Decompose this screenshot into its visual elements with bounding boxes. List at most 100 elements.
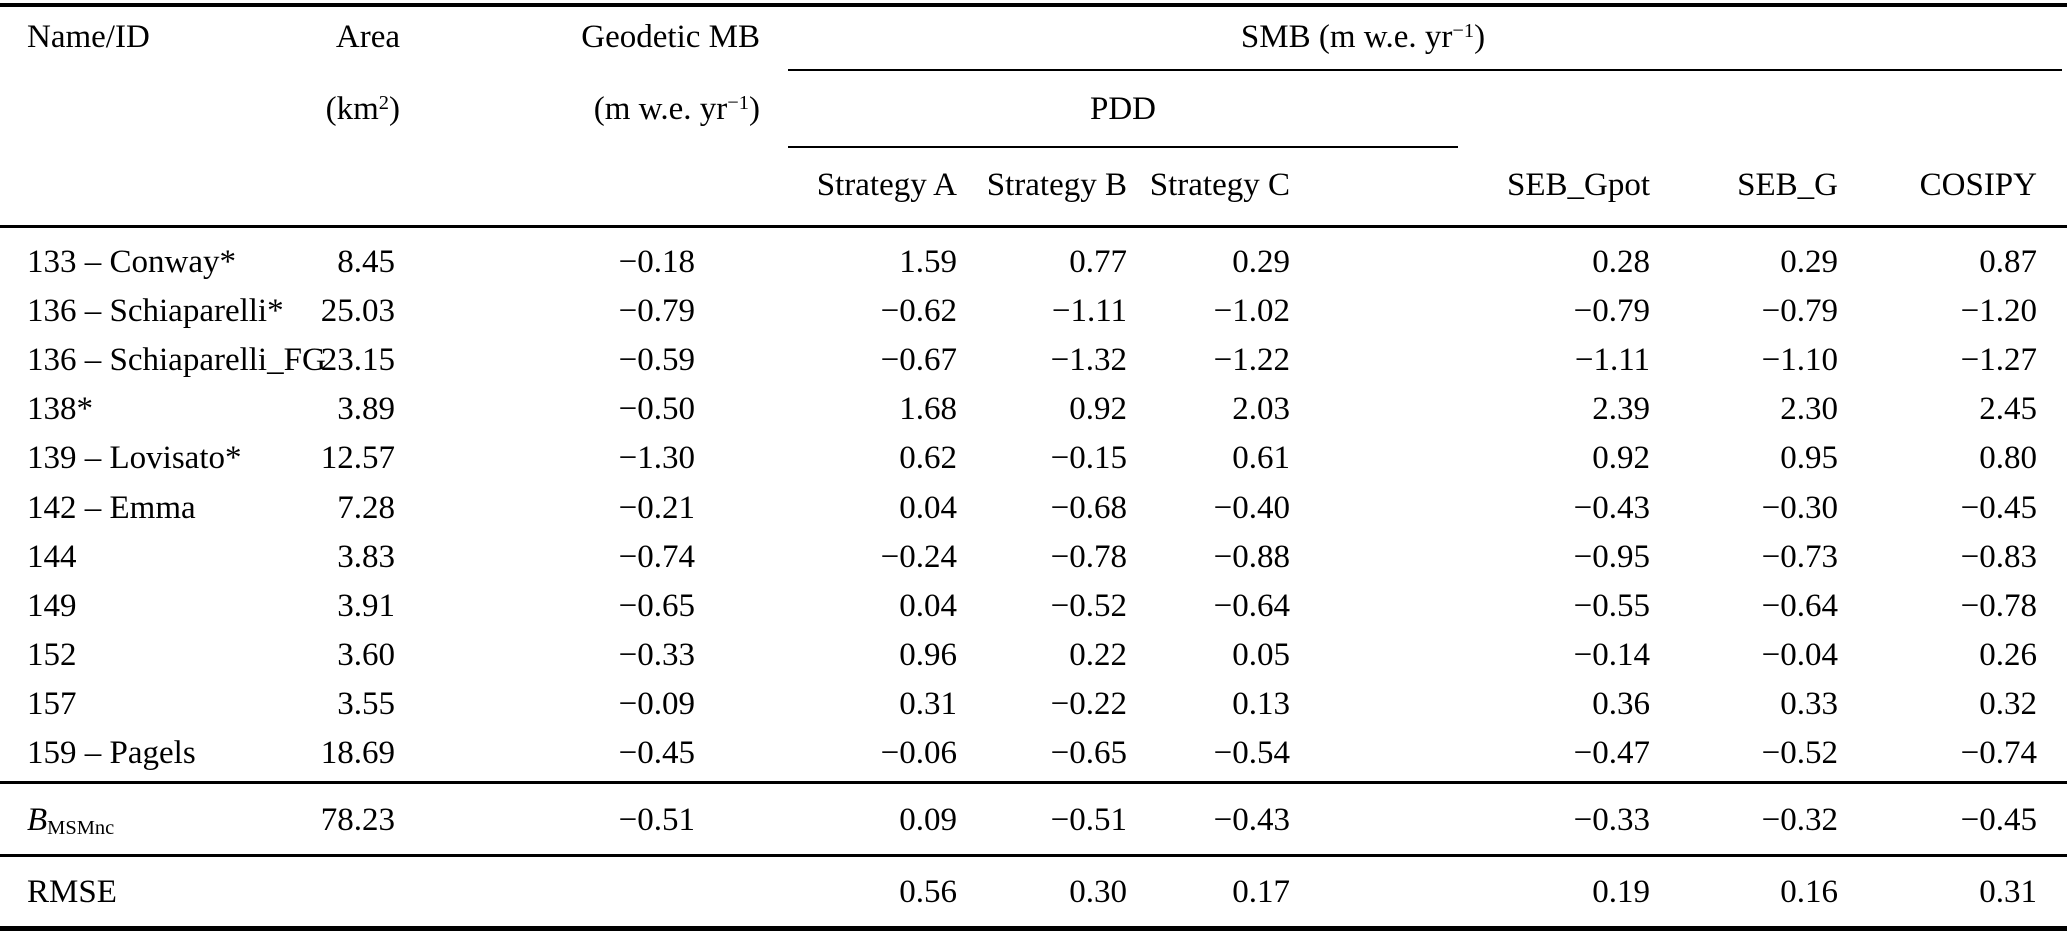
area-value: 3.55 [337, 686, 395, 722]
cosipy-value: −0.74 [1960, 735, 2037, 771]
strategy-b-value: −0.15 [1050, 440, 1127, 476]
area-unit-post: ) [389, 91, 400, 127]
geodetic-unit-pre: (m w.e. yr [593, 91, 728, 127]
strategy-b-value: −0.68 [1050, 490, 1127, 526]
strategy-a-value: 0.04 [899, 588, 957, 624]
rmse-strategy-c-value: 0.17 [1232, 874, 1290, 910]
header-row-1: Name/ID Area Geodetic MB SMB (m w.e. yr−… [0, 16, 2067, 58]
rmse-strategy-b-value: 0.30 [1069, 874, 1127, 910]
area-value: 18.69 [320, 735, 395, 771]
area-unit-pre: (km [325, 91, 379, 127]
seb-g-value: −0.04 [1761, 637, 1838, 673]
area-value: 3.60 [337, 637, 395, 673]
strategy-c-value: 2.03 [1232, 391, 1290, 427]
col-header-geodetic-mb: Geodetic MB [581, 19, 760, 55]
strategy-b-value: 0.92 [1069, 391, 1127, 427]
seb-gpot-value: −0.95 [1573, 539, 1650, 575]
strategy-a-value: −0.62 [880, 293, 957, 329]
smb-unit-post: ) [1474, 19, 1486, 55]
strategy-c-value: 0.61 [1232, 440, 1290, 476]
seb-gpot-value: 2.39 [1592, 391, 1650, 427]
summary-area-value: 78.23 [320, 802, 395, 838]
seb-gpot-value: −0.79 [1573, 293, 1650, 329]
seb-gpot-value: −0.55 [1573, 588, 1650, 624]
geodetic-mb-value: −0.65 [618, 588, 695, 624]
cosipy-value: −0.45 [1960, 490, 2037, 526]
table-row: 152 3.60 −0.33 0.96 0.22 0.05 −0.14 −0.04 0.26 [0, 634, 2067, 676]
cosipy-value: 0.87 [1979, 244, 2037, 280]
cosipy-value: 0.26 [1979, 637, 2037, 673]
row-name: 149 [27, 588, 77, 624]
table-row: 149 3.91 −0.65 0.04 −0.52 −0.64 −0.55 −0.64 −0.7… [0, 585, 2067, 627]
area-unit: (km2) [215, 88, 400, 130]
seb-g-value: −0.79 [1761, 293, 1838, 329]
strategy-b-value: −0.65 [1050, 735, 1127, 771]
col-group-header-pdd: PDD [1089, 91, 1157, 127]
rmse-seb-g-value: 0.16 [1780, 874, 1838, 910]
seb-gpot-value: −1.11 [1574, 342, 1650, 378]
cosipy-value: −0.83 [1960, 539, 2037, 575]
area-unit-exponent: 2 [378, 91, 389, 114]
col-header-strategy-b: Strategy B [986, 167, 1127, 203]
seb-g-value: 0.95 [1780, 440, 1838, 476]
seb-g-value: −1.10 [1761, 342, 1838, 378]
geodetic-mb-value: −0.09 [618, 686, 695, 722]
row-name: 152 [27, 637, 77, 673]
summary-seb-gpot-value: −0.33 [1573, 802, 1650, 838]
geodetic-unit-post: ) [749, 91, 760, 127]
table-row: 157 3.55 −0.09 0.31 −0.22 0.13 0.36 0.33 0.32 [0, 683, 2067, 725]
cosipy-value: −1.27 [1960, 342, 2037, 378]
summary-seb-g-value: −0.32 [1761, 802, 1838, 838]
strategy-b-value: −0.22 [1050, 686, 1127, 722]
geodetic-mb-value: −0.21 [618, 490, 695, 526]
cosipy-value: 0.80 [1979, 440, 2037, 476]
smb-group-rule [788, 69, 2062, 71]
cosipy-value: −1.20 [1960, 293, 2037, 329]
strategy-b-value: 0.22 [1069, 637, 1127, 673]
summary-row: BMSMnc 78.23 −0.51 0.09 −0.51 −0.43 −0.3… [0, 799, 2067, 841]
strategy-c-value: −1.22 [1213, 342, 1290, 378]
seb-g-value: −0.30 [1761, 490, 1838, 526]
strategy-a-value: −0.24 [880, 539, 957, 575]
col-header-area: Area [335, 19, 400, 55]
table-row: 136 – Schiaparelli* 25.03 −0.79 −0.62 −1.11 −… [0, 290, 2067, 332]
seb-g-value: 2.30 [1780, 391, 1838, 427]
seb-g-value: −0.73 [1761, 539, 1838, 575]
area-value: 12.57 [320, 440, 395, 476]
strategy-a-value: 0.31 [899, 686, 957, 722]
summary-cosipy-value: −0.45 [1960, 802, 2037, 838]
summary-top-rule [0, 781, 2067, 784]
area-value: 7.28 [337, 490, 395, 526]
col-group-header-smb: SMB (m w.e. yr−1) [788, 16, 1938, 58]
strategy-a-value: 1.68 [899, 391, 957, 427]
rmse-top-rule [0, 854, 2067, 857]
summary-strategy-c-value: −0.43 [1213, 802, 1290, 838]
col-header-name-id: Name/ID [27, 19, 150, 55]
seb-g-value: −0.64 [1761, 588, 1838, 624]
table-row: 139 – Lovisato* 12.57 −1.30 0.62 −0.15 0.61 0.… [0, 437, 2067, 479]
summary-strategy-a-value: 0.09 [899, 802, 957, 838]
col-header-strategy-c: Strategy C [1149, 167, 1290, 203]
pdd-group-rule [788, 146, 1458, 148]
header-row-2: (km2) (m w.e. yr−1) PDD [0, 88, 2067, 130]
strategy-b-value: −0.78 [1050, 539, 1127, 575]
rmse-cosipy-value: 0.31 [1979, 874, 2037, 910]
geodetic-mb-value: −0.18 [618, 244, 695, 280]
rmse-label: RMSE [27, 874, 117, 910]
seb-gpot-value: 0.36 [1592, 686, 1650, 722]
summary-strategy-b-value: −0.51 [1050, 802, 1127, 838]
strategy-c-value: −0.54 [1213, 735, 1290, 771]
smb-unit-pre: SMB (m w.e. yr [1240, 19, 1453, 55]
strategy-b-value: −0.52 [1050, 588, 1127, 624]
strategy-c-value: −0.40 [1213, 490, 1290, 526]
geodetic-mb-value: −0.79 [618, 293, 695, 329]
strategy-c-value: 0.29 [1232, 244, 1290, 280]
strategy-a-value: 0.96 [899, 637, 957, 673]
table-row: 133 – Conway* 8.45 −0.18 1.59 0.77 0.29 0.28 0.… [0, 241, 2067, 283]
rmse-row: RMSE 0.56 0.30 0.17 0.19 0.16 0.31 [0, 871, 2067, 913]
row-name: 138* [27, 391, 93, 427]
row-name: 159 – Pagels [27, 735, 196, 771]
geodetic-mb-value: −0.59 [618, 342, 695, 378]
summary-label-base: B [27, 802, 48, 838]
